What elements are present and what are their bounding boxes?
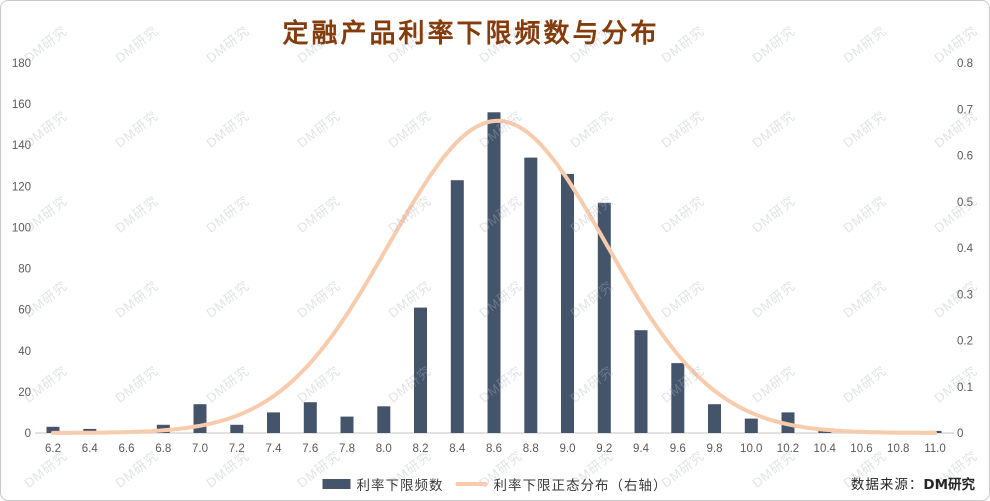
bar-9.2	[597, 202, 611, 433]
bar-7.4	[267, 412, 280, 433]
bar-7.0	[193, 404, 207, 433]
right-axis-tick-0.3: 0.3	[957, 289, 973, 301]
bar-series-swatch-icon	[322, 479, 351, 489]
x-tick-9.6: 9.6	[670, 443, 686, 455]
x-tick-7.4: 7.4	[266, 443, 283, 455]
left-axis-tick-140: 140	[12, 140, 31, 152]
right-axis-tick-0.4: 0.4	[957, 243, 974, 255]
legend-label-frequency: 利率下限频数	[356, 478, 444, 494]
normal-curve-line	[51, 118, 937, 435]
bar-8.8	[524, 157, 538, 433]
bar-8.6	[487, 112, 501, 434]
bar-10.0	[744, 418, 758, 433]
right-axis-tick-0.7: 0.7	[957, 104, 973, 116]
x-tick-6.2: 6.2	[45, 443, 61, 455]
left-axis-tick-0: 0	[25, 428, 31, 440]
left-axis-tick-120: 120	[12, 181, 31, 193]
right-axis-tick-0.5: 0.5	[957, 197, 973, 209]
x-tick-6.8: 6.8	[155, 443, 171, 455]
source-note-brand: DM研究	[923, 477, 975, 493]
left-axis-tick-40: 40	[18, 346, 31, 358]
left-axis-tick-60: 60	[18, 305, 31, 317]
right-axis-tick-0: 0	[957, 428, 963, 440]
line-series-swatch-icon	[455, 482, 488, 486]
chart-title: 定融产品利率下限频数与分布	[282, 19, 660, 49]
bar-9.4	[634, 330, 648, 433]
x-tick-7.6: 7.6	[302, 443, 318, 455]
left-axis-tick-160: 160	[12, 99, 31, 111]
bar-6.2	[46, 426, 60, 433]
source-note-prefix: 数据来源：	[850, 477, 924, 493]
x-tick-7.0: 7.0	[192, 443, 208, 455]
left-axis-tick-100: 100	[12, 222, 31, 234]
bar-9.0	[561, 174, 574, 433]
left-axis-tick-20: 20	[18, 387, 31, 399]
x-tick-10.4: 10.4	[814, 443, 837, 455]
x-tick-11.0: 11.0	[924, 443, 946, 455]
x-tick-8.2: 8.2	[413, 443, 429, 455]
x-tick-9.2: 9.2	[596, 443, 612, 455]
x-tick-9.0: 9.0	[560, 443, 576, 455]
legend: 利率下限频数 利率下限正态分布（右轴）	[322, 474, 668, 494]
bar-7.6	[303, 402, 317, 433]
x-tick-10.0: 10.0	[740, 443, 762, 455]
bar-7.8	[340, 416, 354, 433]
x-tick-6.4: 6.4	[82, 443, 99, 455]
legend-item-frequency: 利率下限频数	[322, 474, 444, 494]
x-tick-6.6: 6.6	[119, 443, 135, 455]
x-tick-8.4: 8.4	[449, 443, 466, 455]
left-axis-tick-80: 80	[18, 264, 31, 276]
x-tick-9.8: 9.8	[707, 443, 723, 455]
legend-item-normal-curve: 利率下限正态分布（右轴）	[455, 474, 668, 494]
bar-8.4	[450, 180, 464, 433]
bar-8.2	[414, 307, 427, 433]
bar-9.8	[708, 404, 721, 433]
source-note: 数据来源：DM研究	[851, 473, 975, 493]
x-tick-10.8: 10.8	[887, 443, 909, 455]
x-tick-8.0: 8.0	[376, 443, 392, 455]
x-tick-10.6: 10.6	[850, 443, 872, 455]
x-tick-7.2: 7.2	[229, 443, 245, 455]
x-tick-8.6: 8.6	[486, 443, 502, 455]
right-axis-tick-0.1: 0.1	[957, 382, 973, 394]
x-tick-7.8: 7.8	[339, 443, 355, 455]
x-tick-10.2: 10.2	[777, 443, 799, 455]
bar-8.0	[377, 406, 391, 433]
bar-7.2	[230, 424, 244, 433]
x-tick-8.8: 8.8	[523, 443, 539, 455]
legend-label-normal-curve: 利率下限正态分布（右轴）	[493, 478, 668, 494]
left-axis-tick-180: 180	[12, 58, 31, 70]
right-axis-tick-0.8: 0.8	[957, 58, 973, 70]
bar-9.6	[671, 363, 685, 433]
right-axis-tick-0.6: 0.6	[957, 151, 973, 163]
right-axis-tick-0.2: 0.2	[957, 336, 973, 348]
x-tick-9.4: 9.4	[633, 443, 650, 455]
